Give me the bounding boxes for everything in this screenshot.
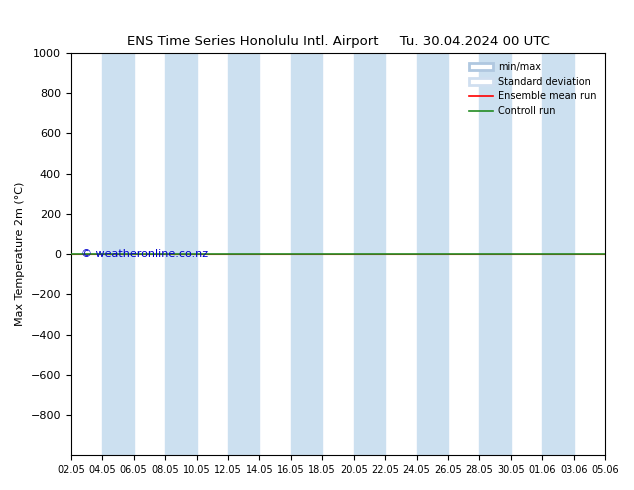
- Text: © weatheronline.co.nz: © weatheronline.co.nz: [81, 249, 209, 259]
- Title: ENS Time Series Honolulu Intl. Airport     Tu. 30.04.2024 00 UTC: ENS Time Series Honolulu Intl. Airport T…: [127, 35, 550, 48]
- Legend: min/max, Standard deviation, Ensemble mean run, Controll run: min/max, Standard deviation, Ensemble me…: [465, 58, 600, 120]
- Bar: [291, 53, 322, 455]
- Bar: [228, 53, 259, 455]
- Bar: [542, 53, 574, 455]
- Bar: [165, 53, 197, 455]
- Y-axis label: Max Temperature 2m (°C): Max Temperature 2m (°C): [15, 182, 25, 326]
- Bar: [417, 53, 448, 455]
- Bar: [102, 53, 134, 455]
- Bar: [479, 53, 511, 455]
- Bar: [354, 53, 385, 455]
